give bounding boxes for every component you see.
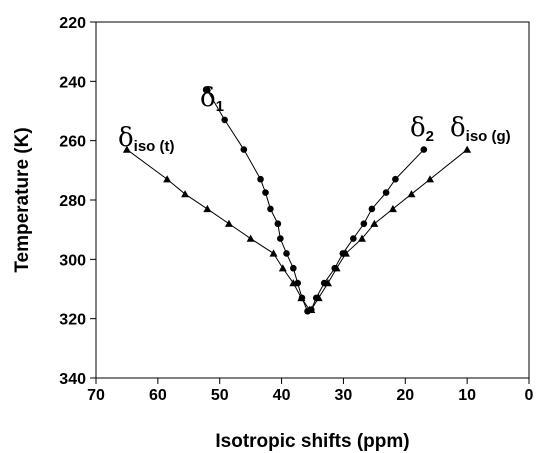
data-point	[277, 235, 284, 242]
series-label-symbol: δ	[410, 113, 426, 143]
data-point	[350, 235, 357, 242]
y-axis-title: Temperature (K)	[12, 127, 33, 272]
data-point	[370, 219, 379, 227]
series-label-subscript: iso (t)	[134, 138, 175, 155]
x-axis-title: Isotropic shifts (ppm)	[215, 431, 409, 452]
series-label-subscript: iso (g)	[466, 128, 511, 145]
y-tick-label: 240	[59, 74, 86, 91]
data-point	[203, 204, 212, 213]
x-tick-label: 10	[458, 387, 476, 404]
series-label-symbol: δ	[450, 113, 466, 143]
data-point	[274, 220, 282, 228]
data-point	[262, 189, 269, 196]
data-point	[278, 264, 287, 272]
y-tick-label: 320	[59, 312, 86, 329]
x-tick-label: 50	[211, 387, 229, 404]
data-point	[388, 204, 397, 213]
data-point	[392, 175, 399, 183]
data-point	[267, 205, 274, 213]
data-point	[204, 86, 211, 94]
series-label-symbol: δ	[118, 123, 134, 153]
y-tick-label: 340	[59, 371, 86, 388]
series-label-3: δiso (t)	[118, 123, 174, 155]
series-label-0: δ1	[200, 83, 224, 115]
x-tick-label: 0	[525, 387, 534, 404]
series-line	[206, 89, 309, 312]
data-point	[357, 234, 366, 242]
series-1	[307, 146, 428, 314]
data-point	[246, 234, 255, 242]
data-point	[360, 220, 368, 228]
data-point	[240, 146, 248, 153]
axis-ticks: 70 60 50 40 30 20 10 0 220 240 260 280 300 320 340	[59, 15, 533, 404]
data-point	[290, 264, 297, 272]
data-point	[289, 279, 298, 287]
series-label-2: δiso (g)	[450, 113, 511, 145]
data-point	[181, 190, 190, 198]
data-point	[323, 279, 332, 287]
series-label-1: δ2	[410, 113, 434, 145]
data-point	[122, 145, 131, 153]
y-tick-label: 300	[59, 252, 86, 269]
data-point	[332, 264, 341, 272]
data-point	[420, 146, 428, 153]
x-tick-label: 30	[335, 387, 353, 404]
x-tick-label: 40	[273, 387, 291, 404]
data-point	[368, 205, 376, 213]
y-tick-label: 260	[59, 134, 86, 151]
data-point	[257, 175, 264, 183]
data-point	[407, 190, 416, 198]
data-point	[426, 175, 435, 183]
series-line	[126, 149, 310, 311]
series-label-symbol: δ	[200, 83, 216, 113]
series-layer	[122, 86, 472, 315]
x-tick-label: 20	[396, 387, 414, 404]
plot-frame	[95, 21, 530, 379]
data-point	[305, 305, 314, 313]
x-tick-label: 60	[149, 387, 167, 404]
data-point	[269, 249, 278, 257]
y-tick-label: 220	[59, 15, 86, 32]
series-label-subscript: 2	[426, 128, 434, 145]
y-tick-label: 280	[59, 193, 86, 210]
data-point	[297, 293, 306, 302]
series-line	[310, 149, 468, 311]
series-2	[307, 145, 472, 313]
data-point	[341, 249, 350, 257]
series-3	[122, 145, 314, 313]
data-point	[224, 219, 233, 227]
series-0	[204, 86, 311, 315]
data-point	[221, 116, 228, 124]
data-point	[463, 145, 472, 153]
x-tick-label: 70	[87, 387, 105, 404]
data-point	[314, 293, 323, 302]
data-point	[163, 175, 172, 183]
series-label-subscript: 1	[216, 98, 224, 115]
plot-border	[95, 21, 530, 379]
data-point	[283, 250, 290, 257]
data-point	[382, 189, 390, 196]
